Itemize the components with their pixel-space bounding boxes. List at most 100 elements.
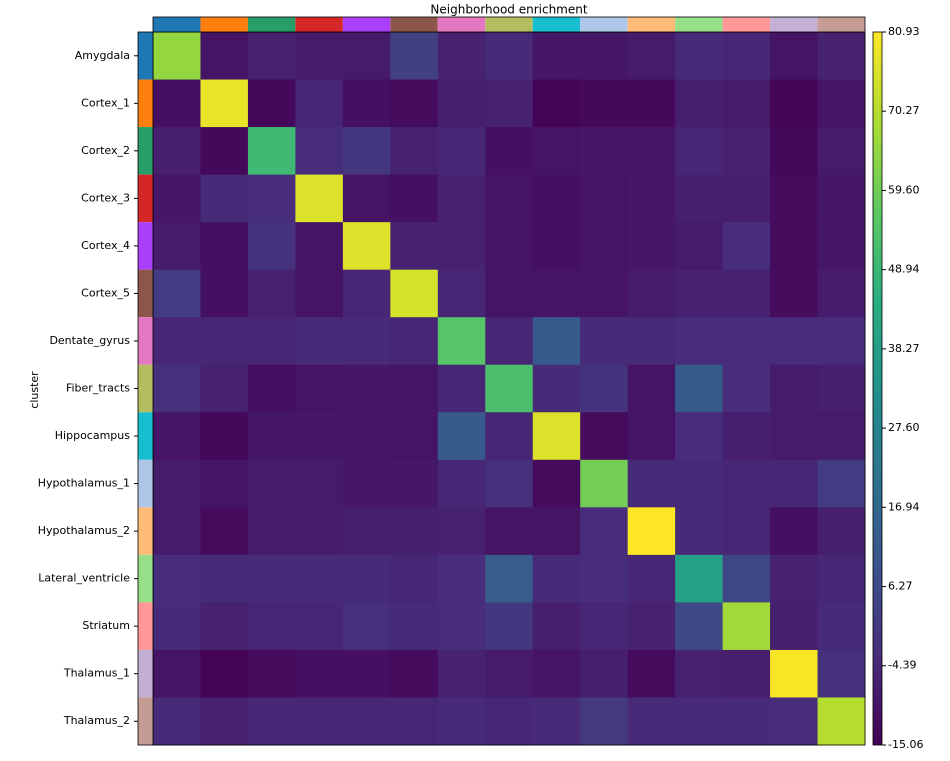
heatmap-cell [153,697,201,746]
heatmap-cell [153,269,201,318]
heatmap-cell [485,79,534,128]
heatmap-cell [485,364,534,413]
column-color [342,17,391,32]
y-tick-label: Thalamus_2 [63,714,130,727]
row-color [138,127,153,175]
heatmap-cell [342,554,391,603]
heatmap-cell [770,602,819,651]
heatmap-cell [722,554,771,603]
heatmap-cell [675,364,724,413]
heatmap-cell [627,317,676,366]
heatmap-cell [580,317,629,366]
heatmap-cell [153,127,201,176]
heatmap-cell [342,602,391,651]
heatmap-cell [722,127,771,176]
heatmap-cell [817,507,866,556]
heatmap-cell [627,222,676,271]
heatmap-cell [485,602,534,651]
heatmap-cell [200,127,249,176]
heatmap-cell [390,174,439,223]
heatmap-cell [675,554,724,603]
heatmap-cell [200,174,249,223]
heatmap-cell [390,554,439,603]
heatmap-cell [342,649,391,698]
heatmap-cell [247,507,296,556]
heatmap-cell [770,222,819,271]
heatmap-cell [485,697,534,746]
heatmap-cell [770,32,819,81]
heatmap-cell [437,602,486,651]
heatmap-cell [437,127,486,176]
heatmap-cell [770,554,819,603]
heatmap-cell [580,174,629,223]
heatmap-cell [627,507,676,556]
heatmap-cell [722,317,771,366]
heatmap-cell [580,554,629,603]
heatmap-cell [295,32,344,81]
row-color [138,507,153,555]
heatmap-cell [295,602,344,651]
heatmap-cell [342,459,391,508]
colorbar-tick-label: 48.94 [888,263,920,276]
y-tick-label: Amygdala [75,49,130,62]
heatmap-cell [817,269,866,318]
heatmap-cell [342,222,391,271]
heatmap-cell [200,697,249,746]
heatmap-cell [722,269,771,318]
heatmap-cell [247,32,296,81]
heatmap-cell [437,412,486,461]
row-color-frame [137,31,154,746]
column-color [437,17,486,32]
column-color [485,17,533,32]
heatmap-cell [532,602,581,651]
heatmap-cell [342,697,391,746]
heatmap-cell [342,269,391,318]
heatmap-cell [580,602,629,651]
row-color [138,697,153,745]
heatmap-cell [295,364,344,413]
heatmap-cell [770,269,819,318]
heatmap-cell [580,364,629,413]
heatmap-cell [390,459,439,508]
heatmap-cell [722,32,771,81]
heatmap-cell [153,222,201,271]
heatmap-cell [817,32,866,81]
column-color [770,17,818,32]
heatmap-cell [153,459,201,508]
heatmap-cell [675,412,724,461]
colorbar-tick-label: 6.27 [888,580,913,593]
heatmap-cell [295,79,344,128]
heatmap-cell [390,649,439,698]
heatmap-cell [532,222,581,271]
heatmap-cell [485,554,534,603]
heatmap-cell [532,507,581,556]
heatmap-cell [580,649,629,698]
heatmap-cell [390,127,439,176]
row-color [138,602,153,650]
heatmap-cell [532,269,581,318]
heatmap-cell [627,412,676,461]
heatmap-cell [675,127,724,176]
heatmap-cell [675,269,724,318]
heatmap-cell [295,507,344,556]
heatmap-cell [200,649,249,698]
heatmap-cell [675,174,724,223]
heatmap-cell [247,697,296,746]
heatmap-cell [627,554,676,603]
heatmap-cell [295,127,344,176]
heatmap-cell [342,32,391,81]
heatmap-cell [627,32,676,81]
colorbar-tick-label: 80.93 [888,25,920,38]
heatmap-cell [390,602,439,651]
heatmap-cell [675,222,724,271]
heatmap-cell [770,174,819,223]
heatmap-cell [532,459,581,508]
heatmap-cell [722,364,771,413]
colorbar-tick-label: 38.27 [888,342,920,355]
heatmap-cell [153,649,201,698]
column-color [675,17,723,32]
heatmap-cell [770,79,819,128]
heatmap-cell [390,412,439,461]
colorbar-tick-label: -15.06 [888,738,923,751]
y-tick-label: Cortex_4 [81,239,130,252]
